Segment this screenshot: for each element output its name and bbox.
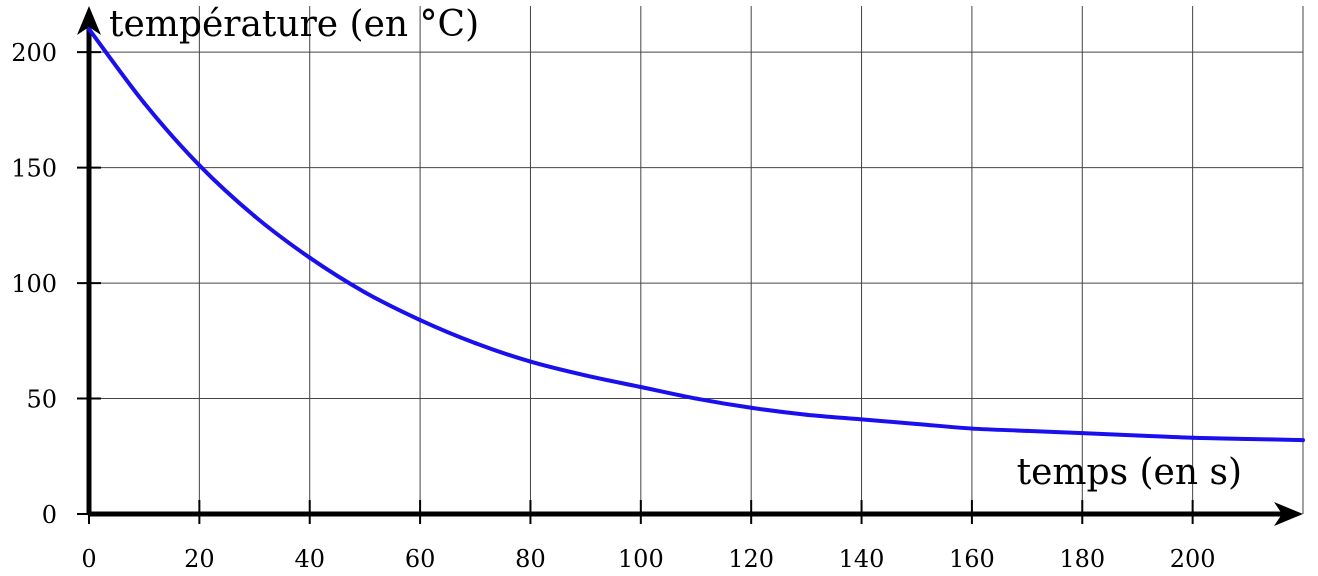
y-tick-label: 150 [11,155,57,183]
y-tick-label: 50 [26,386,57,414]
x-tick-label: 200 [1170,545,1216,573]
x-tick-label: 100 [618,545,664,573]
x-axis-arrowhead [1274,502,1303,526]
data-point [1025,428,1030,433]
axes [77,6,1303,526]
data-point [804,412,809,417]
y-tick-label: 100 [11,270,57,298]
x-tick-label: 20 [184,545,215,573]
x-tick-label: 80 [515,545,546,573]
data-point [1301,438,1305,443]
grid [89,6,1304,514]
data-point [473,341,478,346]
x-tick-label: 120 [728,545,774,573]
y-tick-label: 0 [42,501,57,529]
y-tick-label: 200 [11,39,57,67]
data-point [418,318,423,323]
y-axis-title: température (en °C) [109,4,479,45]
data-point [1190,435,1195,440]
data-point [1245,436,1250,441]
tick-labels: 0 20 40 60 80 100 120 140 160 180 200 0 50 100 150 200 [11,39,1215,573]
series [87,27,1305,443]
x-tick-label: 0 [81,545,96,573]
x-axis-title: temps (en s) [1017,452,1242,493]
data-point [914,421,919,426]
y-axis-arrowhead [77,6,101,35]
x-tick-label: 60 [405,545,436,573]
x-tick-label: 40 [294,545,325,573]
data-point [694,396,698,401]
temperature-curve [87,27,1304,443]
data-point [142,100,147,105]
x-tick-label: 180 [1059,545,1105,573]
data-point [749,405,754,410]
data-point [583,373,588,378]
data-point [252,214,257,219]
data-point [1080,431,1085,436]
data-point [969,426,974,431]
data-point [197,163,202,168]
data-point [1135,433,1140,438]
data-point [87,27,91,32]
data-point [528,359,533,364]
data-point [859,417,864,422]
data-point [362,290,367,295]
x-tick-label: 140 [839,545,885,573]
data-point [638,385,643,389]
data-point [307,255,312,260]
x-tick-label: 160 [949,545,995,573]
